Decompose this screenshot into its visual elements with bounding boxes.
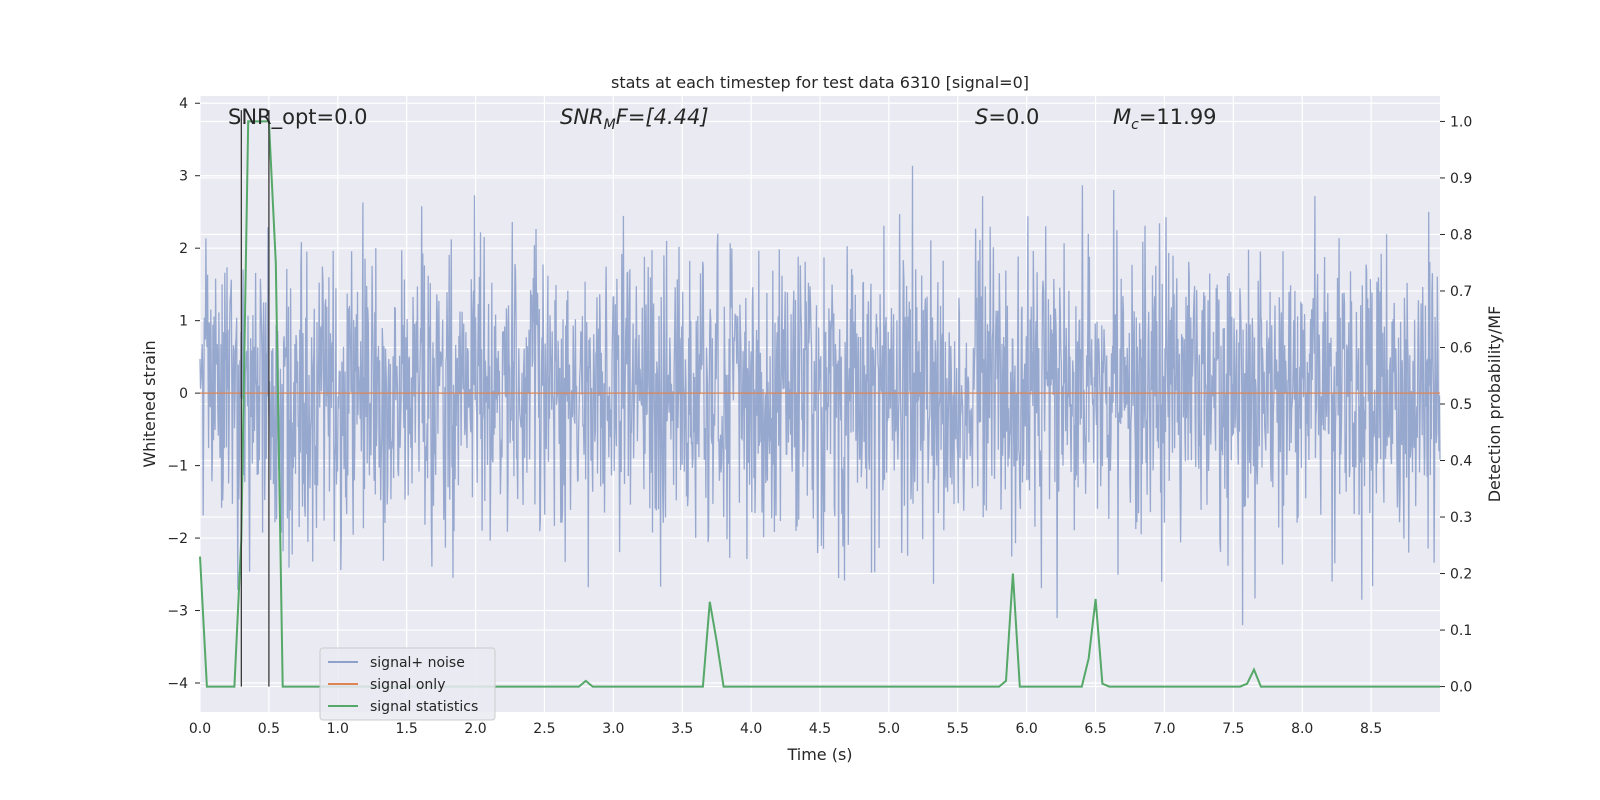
y2-tick-label: 0.3 [1450,510,1472,526]
y-tick-label: 1 [179,314,188,330]
series-signal-statistics [199,120,1440,688]
y2-tick-label: 0.9 [1450,171,1472,187]
annotation-snr-mf: SNRMF=[4.44] [560,105,709,133]
x-tick-label: 3.0 [602,721,624,737]
y2-axis-label: Detection probability/MF [1485,306,1504,503]
y-tick-label: 4 [179,96,188,112]
annotation-mc: Mc=11.99 [1113,105,1217,133]
x-axis-ticks: 0.0 0.5 1.0 1.5 2.0 2.5 3.0 3.5 4.0 4.5 5.0 5.5 6.0 6… [189,721,1382,737]
y2-axis-ticks: 1.0 0.9 0.8 0.7 0.6 0.5 0.4 0.3 0.2 0.1 0.0 [1440,114,1472,696]
y-axis-label: Whitened strain [140,340,159,467]
y2-tick-label: 0.7 [1450,284,1472,300]
x-tick-label: 4.0 [740,721,762,737]
series-signal-noise [199,165,1441,626]
x-tick-label: 0.0 [189,721,211,737]
y2-tick-label: 0.1 [1450,623,1472,639]
y-tick-label: 3 [179,169,188,185]
annotations: SNR_opt=0.0 SNRMF=[4.44] S=0.0 Mc=11.99 [228,105,1217,133]
grid [199,96,1440,712]
y2-tick-label: 0.2 [1450,567,1472,583]
annotation-s: S=0.0 [975,105,1039,129]
x-tick-label: 6.5 [1084,721,1106,737]
x-tick-label: 2.0 [464,721,486,737]
legend-label-signal-noise: signal+ noise [370,655,465,671]
x-tick-label: 7.0 [1153,721,1175,737]
x-tick-label: 7.5 [1222,721,1244,737]
x-tick-label: 4.5 [809,721,831,737]
y-tick-label: −1 [167,459,188,475]
y-tick-label: 2 [179,241,188,257]
x-tick-label: 3.5 [671,721,693,737]
y-tick-label: −2 [167,531,188,547]
x-tick-label: 6.0 [1016,721,1038,737]
y2-tick-label: 0.4 [1450,454,1472,470]
x-axis-label: Time (s) [786,745,852,764]
legend-label-signal-only: signal only [370,677,445,693]
x-tick-label: 1.0 [327,721,349,737]
y-axis-ticks: 4 3 2 1 0 −1 −2 −3 −4 [167,96,200,692]
y2-tick-label: 0.0 [1450,680,1472,696]
legend-label-signal-statistics: signal statistics [370,699,478,715]
y2-tick-label: 0.8 [1450,227,1472,243]
x-tick-label: 5.0 [878,721,900,737]
y2-tick-label: 0.6 [1450,340,1472,356]
y2-tick-label: 1.0 [1450,114,1472,130]
x-tick-label: 1.5 [396,721,418,737]
annotation-snr-opt: SNR_opt=0.0 [228,105,368,130]
y-tick-label: −4 [167,676,188,692]
event-markers [240,110,270,687]
y2-tick-label: 0.5 [1450,397,1472,413]
chart-title: stats at each timestep for test data 631… [611,73,1029,92]
x-tick-label: 5.5 [947,721,969,737]
noise-line [199,165,1441,626]
legend-box [319,647,496,721]
x-tick-label: 8.5 [1360,721,1382,737]
y-tick-label: −3 [167,604,188,620]
legend: signal+ noise signal only signal statist… [319,647,496,721]
x-tick-label: 8.0 [1291,721,1313,737]
x-tick-label: 0.5 [258,721,280,737]
x-tick-label: 2.5 [533,721,555,737]
signal-statistics-line [199,120,1440,688]
y-tick-label: 0 [179,386,188,402]
